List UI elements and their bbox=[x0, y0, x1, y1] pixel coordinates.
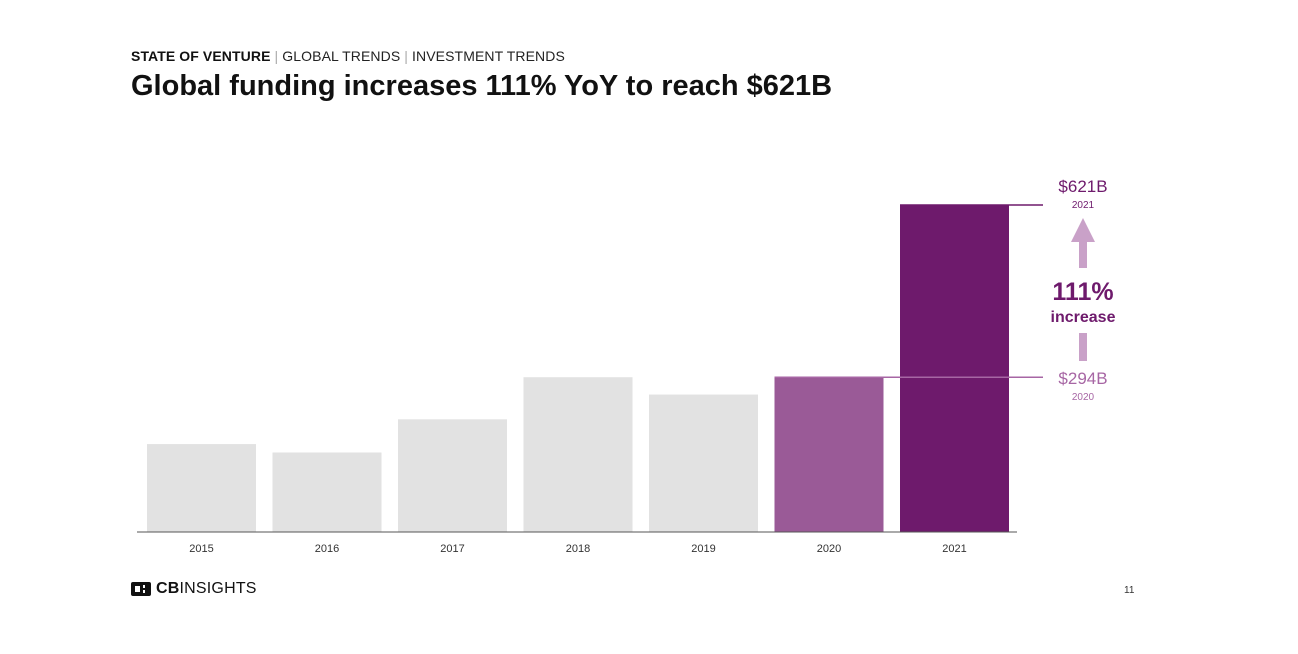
breadcrumb-section: STATE OF VENTURE bbox=[131, 48, 271, 64]
breadcrumb-separator: | bbox=[274, 48, 279, 64]
annotation-change-label: increase bbox=[1051, 309, 1116, 326]
breadcrumb-separator: | bbox=[404, 48, 409, 64]
bar-2016 bbox=[272, 452, 382, 532]
bar-2020 bbox=[774, 377, 884, 532]
x-tick-label: 2019 bbox=[691, 543, 715, 555]
x-tick-label: 2016 bbox=[315, 543, 339, 555]
cb-insights-logo: CBINSIGHTS bbox=[131, 580, 257, 598]
x-tick-label: 2020 bbox=[817, 543, 841, 555]
arrow-shaft-upper bbox=[1079, 238, 1087, 268]
page-title: Global funding increases 111% YoY to rea… bbox=[131, 70, 833, 102]
bar-2021 bbox=[900, 205, 1009, 532]
bar-2018 bbox=[523, 377, 633, 532]
logo-text: INSIGHTS bbox=[179, 580, 257, 597]
x-tick-label: 2018 bbox=[566, 543, 590, 555]
bar-2017 bbox=[398, 419, 507, 532]
breadcrumb: STATE OF VENTURE | GLOBAL TRENDS | INVESTMEN… bbox=[131, 48, 565, 64]
logo-bold-text: CB bbox=[156, 580, 180, 597]
annotation-2020-value: $294B bbox=[1058, 369, 1107, 388]
x-tick-label: 2021 bbox=[942, 543, 966, 555]
bar-2019 bbox=[649, 394, 758, 532]
x-tick-label: 2015 bbox=[189, 543, 213, 555]
annotation-2021-value: $621B bbox=[1058, 177, 1107, 196]
bar-2015 bbox=[147, 444, 256, 532]
annotation-change-value: 111% bbox=[1052, 278, 1113, 306]
breadcrumb-global-trends: GLOBAL TRENDS bbox=[282, 48, 401, 64]
cb-insights-logo-icon bbox=[131, 582, 151, 596]
x-tick-label: 2017 bbox=[440, 543, 464, 555]
arrow-up-icon bbox=[1071, 218, 1095, 242]
annotation-2020-year: 2020 bbox=[1072, 392, 1095, 403]
page-number: 11 bbox=[1124, 585, 1135, 596]
breadcrumb-investment-trends: INVESTMENT TRENDS bbox=[412, 48, 565, 64]
annotation-2021-year: 2021 bbox=[1072, 200, 1095, 211]
arrow-shaft-lower bbox=[1079, 333, 1087, 361]
